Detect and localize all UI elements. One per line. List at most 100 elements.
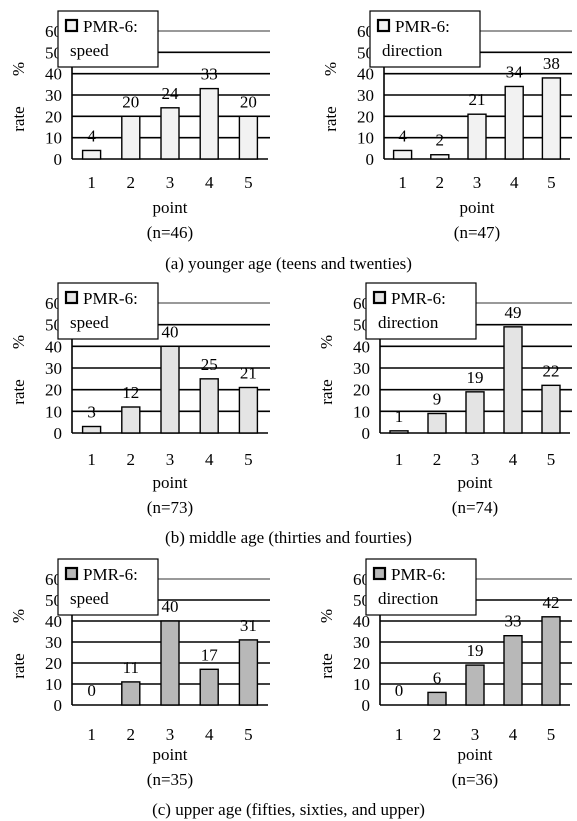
chart-panel-3: 0102030405060rate%31122403254215point(n=… (9, 282, 270, 517)
chart-panel-6: 0102030405060rate%0162193334425point(n=3… (317, 558, 572, 789)
data-label: 20 (122, 92, 139, 111)
chart-panel-2: 0102030405060rate%4122213344385point(n=4… (321, 10, 572, 242)
data-label: 0 (395, 681, 404, 700)
data-label: 31 (240, 616, 257, 635)
data-label: 0 (87, 681, 96, 700)
data-label: 20 (240, 92, 257, 111)
y-tick-label: 30 (45, 359, 62, 378)
y-tick-label: 10 (45, 129, 62, 148)
bar (465, 664, 485, 706)
x-tick-label: 1 (87, 173, 96, 192)
legend-label: PMR-6: (391, 565, 446, 584)
data-label: 38 (543, 54, 560, 73)
bar (199, 87, 219, 160)
x-tick-label: 5 (547, 173, 556, 192)
legend-label: PMR-6: (395, 17, 450, 36)
y-tick-label: 0 (54, 696, 63, 715)
legend: PMR-6: speed (57, 10, 159, 68)
bar (121, 406, 141, 434)
x-tick-label: 5 (547, 450, 556, 469)
legend-sublabel: direction (382, 41, 443, 60)
y-axis-unit: % (317, 609, 336, 623)
data-label: 33 (505, 612, 522, 631)
bar (81, 149, 102, 160)
x-axis-label: point (458, 745, 493, 764)
bar (541, 384, 561, 434)
bar (389, 430, 409, 434)
n-label: (n=73) (147, 498, 193, 517)
x-tick-label: 2 (127, 450, 136, 469)
x-tick-label: 3 (166, 450, 175, 469)
legend-swatch (376, 18, 391, 33)
data-label: 34 (506, 62, 524, 81)
y-tick-label: 0 (54, 424, 63, 443)
legend-swatch (372, 290, 387, 305)
x-tick-label: 5 (547, 725, 556, 744)
y-tick-label: 20 (357, 107, 374, 126)
data-label: 1 (395, 407, 404, 426)
n-label: (n=35) (147, 770, 193, 789)
data-label: 49 (505, 303, 522, 322)
bar (503, 635, 523, 706)
y-tick-label: 40 (353, 337, 370, 356)
caption-a: (a) younger age (teens and twenties) (165, 254, 412, 273)
n-label: (n=74) (452, 498, 498, 517)
bar (160, 107, 180, 160)
bar (121, 681, 141, 706)
y-tick-label: 10 (357, 129, 374, 148)
data-label: 12 (122, 383, 139, 402)
x-tick-label: 4 (205, 173, 214, 192)
x-tick-label: 1 (398, 173, 407, 192)
x-tick-label: 1 (395, 450, 404, 469)
bar (465, 391, 485, 434)
data-label: 9 (433, 390, 442, 409)
y-tick-label: 0 (366, 150, 375, 169)
x-tick-label: 3 (166, 725, 175, 744)
legend-sublabel: speed (70, 589, 109, 608)
data-label: 6 (433, 668, 442, 687)
bar (427, 691, 447, 706)
legend: PMR-6: speed (57, 282, 159, 340)
legend: PMR-6: direction (369, 10, 481, 68)
data-label: 22 (543, 361, 560, 380)
n-label: (n=36) (452, 770, 498, 789)
data-label: 11 (123, 658, 139, 677)
bar (541, 77, 562, 160)
y-tick-label: 10 (353, 402, 370, 421)
legend-sublabel: direction (378, 313, 439, 332)
x-tick-label: 2 (127, 173, 136, 192)
y-tick-label: 40 (357, 65, 374, 84)
n-label: (n=46) (147, 223, 193, 242)
x-tick-label: 3 (166, 173, 175, 192)
legend-sublabel: speed (70, 313, 109, 332)
y-tick-label: 30 (353, 359, 370, 378)
caption-c: (c) upper age (fifties, sixties, and upp… (152, 800, 425, 819)
y-tick-label: 30 (353, 633, 370, 652)
n-label: (n=47) (454, 223, 500, 242)
x-tick-label: 2 (433, 725, 442, 744)
x-tick-label: 2 (127, 725, 136, 744)
bar (160, 345, 180, 434)
x-axis-label: point (153, 198, 188, 217)
bar (199, 668, 219, 706)
x-tick-label: 5 (244, 725, 253, 744)
data-label: 40 (162, 322, 179, 341)
legend: PMR-6: direction (365, 558, 477, 616)
data-label: 19 (467, 641, 484, 660)
bar (430, 154, 450, 160)
bar (427, 412, 447, 434)
y-tick-label: 10 (45, 675, 62, 694)
y-axis-label: rate (9, 106, 28, 131)
y-tick-label: 40 (45, 337, 62, 356)
data-label: 3 (87, 403, 96, 422)
data-label: 33 (201, 65, 218, 84)
x-tick-label: 2 (433, 450, 442, 469)
y-tick-label: 40 (353, 612, 370, 631)
y-tick-label: 30 (45, 86, 62, 105)
x-axis-label: point (460, 198, 495, 217)
chart-panel-4: 0102030405060rate%1192193494225point(n=7… (317, 282, 572, 517)
y-axis-unit: % (9, 609, 28, 623)
data-label: 4 (87, 126, 96, 145)
data-label: 2 (436, 131, 445, 150)
y-axis-unit: % (9, 335, 28, 349)
